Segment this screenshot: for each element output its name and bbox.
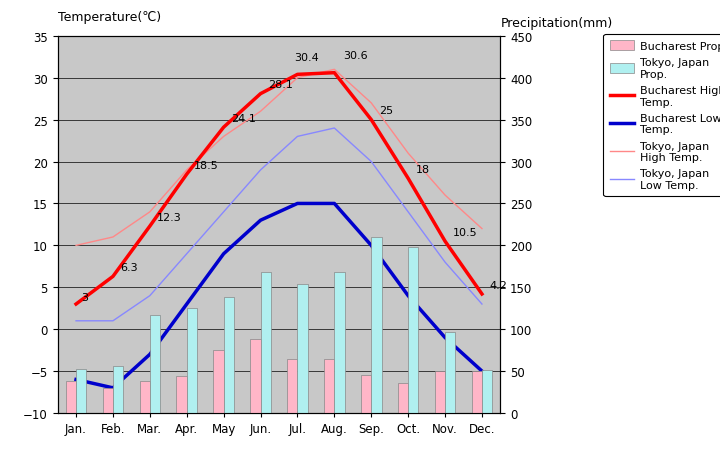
Bar bbox=[297, 284, 307, 413]
Text: 30.6: 30.6 bbox=[343, 51, 368, 61]
Bar bbox=[287, 359, 297, 413]
Text: 10.5: 10.5 bbox=[452, 228, 477, 237]
Bar bbox=[113, 366, 123, 413]
Bar bbox=[324, 359, 334, 413]
Bar bbox=[408, 247, 418, 413]
Bar bbox=[213, 350, 224, 413]
Text: 24.1: 24.1 bbox=[231, 114, 256, 124]
Text: 3: 3 bbox=[81, 292, 89, 302]
Bar bbox=[261, 273, 271, 413]
Bar bbox=[482, 370, 492, 413]
Bar bbox=[372, 237, 382, 413]
Bar bbox=[251, 340, 261, 413]
Bar bbox=[334, 273, 345, 413]
Text: 25: 25 bbox=[379, 106, 392, 116]
Bar bbox=[176, 376, 186, 413]
Text: 6.3: 6.3 bbox=[120, 263, 138, 273]
Text: Temperature(℃): Temperature(℃) bbox=[58, 11, 161, 24]
Text: 4.2: 4.2 bbox=[490, 280, 507, 290]
Bar bbox=[224, 298, 234, 413]
Text: 18: 18 bbox=[415, 165, 430, 175]
Bar bbox=[361, 375, 372, 413]
Bar bbox=[186, 308, 197, 413]
Legend: Bucharest Prop., Tokyo, Japan
Prop., Bucharest High
Temp., Bucharest Low
Temp., : Bucharest Prop., Tokyo, Japan Prop., Buc… bbox=[603, 35, 720, 197]
Bar bbox=[435, 371, 445, 413]
Bar bbox=[472, 371, 482, 413]
Text: 18.5: 18.5 bbox=[194, 161, 219, 171]
Bar bbox=[398, 383, 408, 413]
Text: 28.1: 28.1 bbox=[268, 80, 293, 90]
Bar bbox=[150, 315, 160, 413]
Bar bbox=[103, 388, 113, 413]
Bar bbox=[66, 381, 76, 413]
Text: 12.3: 12.3 bbox=[157, 213, 182, 223]
Text: Precipitation(mm): Precipitation(mm) bbox=[500, 17, 613, 30]
Bar bbox=[76, 369, 86, 413]
Text: 30.4: 30.4 bbox=[294, 53, 318, 62]
Bar bbox=[140, 381, 150, 413]
Bar bbox=[445, 332, 455, 413]
